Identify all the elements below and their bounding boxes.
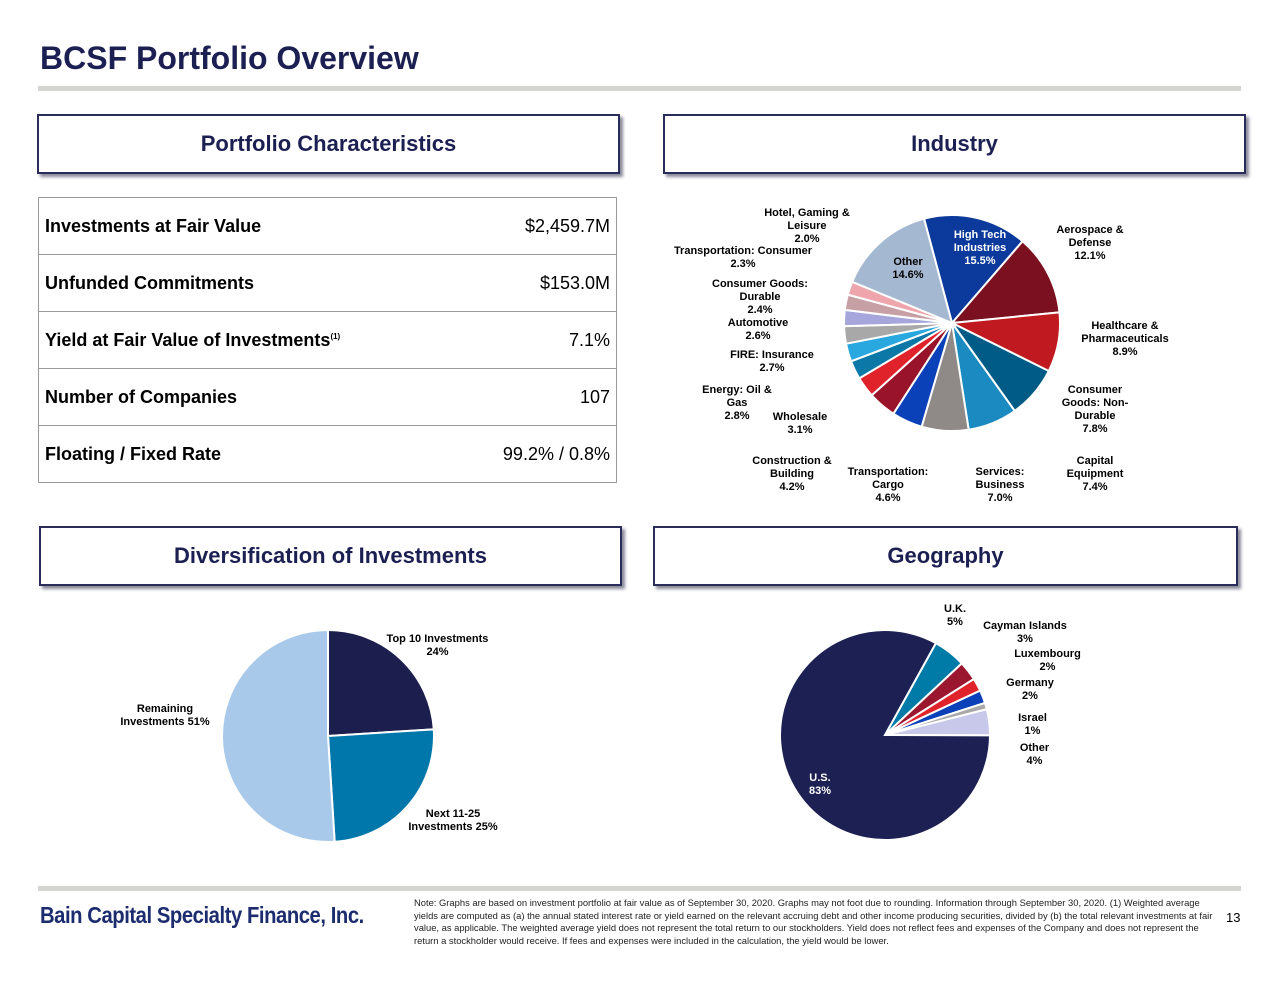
row-value: $153.0M bbox=[454, 254, 617, 312]
row-label: Investments at Fair Value bbox=[38, 197, 455, 255]
geography-label: Other 4% bbox=[1019, 742, 1050, 767]
table-row: Unfunded Commitments $153.0M bbox=[38, 254, 617, 312]
industry-label: Other 14.6% bbox=[892, 256, 924, 281]
industry-label: Healthcare & Pharmaceuticals 8.9% bbox=[1081, 320, 1169, 358]
industry-label: Energy: Oil & Gas 2.8% bbox=[702, 384, 772, 422]
geography-label: U.S. 83% bbox=[808, 772, 832, 797]
table-row: Floating / Fixed Rate 99.2% / 0.8% bbox=[38, 425, 617, 483]
geography-label: Cayman Islands 3% bbox=[983, 620, 1067, 645]
table-row: Investments at Fair Value $2,459.7M bbox=[38, 197, 617, 255]
diversification-label: Remaining Investments 51% bbox=[120, 703, 210, 728]
title-rule bbox=[38, 86, 1241, 91]
company-logo: Bain Capital Specialty Finance, Inc. bbox=[40, 902, 364, 928]
geography-label: Israel 1% bbox=[1018, 712, 1047, 737]
row-value: 7.1% bbox=[454, 311, 617, 369]
pie-slice-aerospace-defense bbox=[949, 239, 1061, 325]
page-title: BCSF Portfolio Overview bbox=[40, 40, 419, 76]
industry-label: Construction & Building 4.2% bbox=[752, 455, 832, 493]
row-label: Unfunded Commitments bbox=[38, 254, 455, 312]
diversification-label: Top 10 Investments 24% bbox=[386, 633, 489, 658]
section-header-diversification: Diversification of Investments bbox=[39, 526, 622, 586]
footnote-marker: (1) bbox=[330, 331, 341, 341]
pie-slice-other bbox=[850, 217, 954, 325]
geography-label: Germany 2% bbox=[1006, 677, 1054, 702]
row-label: Number of Companies bbox=[38, 368, 455, 426]
row-value: 107 bbox=[454, 368, 617, 426]
page-number: 13 bbox=[1226, 910, 1241, 925]
industry-label: Capital Equipment 7.4% bbox=[1066, 455, 1124, 493]
footer-rule bbox=[38, 886, 1241, 891]
row-value: $2,459.7M bbox=[454, 197, 617, 255]
characteristics-table: Investments at Fair Value $2,459.7M Unfun… bbox=[38, 197, 617, 483]
row-label: Floating / Fixed Rate bbox=[38, 425, 455, 483]
row-value: 99.2% / 0.8% bbox=[454, 425, 617, 483]
pie-slice-next-11-25-investments bbox=[326, 728, 435, 843]
pie-slice-u-s- bbox=[779, 629, 992, 841]
industry-label: Consumer Goods: Durable 2.4% bbox=[712, 278, 808, 316]
table-row: Number of Companies 107 bbox=[38, 368, 617, 426]
pie-slice-remaining-investments bbox=[221, 628, 336, 843]
section-header-industry: Industry bbox=[663, 114, 1246, 174]
industry-label: High Tech Industries 15.5% bbox=[953, 229, 1007, 267]
geography-label: U.K. 5% bbox=[944, 603, 966, 628]
industry-label: Aerospace & Defense 12.1% bbox=[1056, 224, 1124, 262]
diversification-pie bbox=[221, 628, 435, 843]
row-label-text: Yield at Fair Value of Investments bbox=[45, 329, 331, 350]
pie-slice-top-10-investments bbox=[327, 628, 435, 738]
industry-label: FIRE: Insurance 2.7% bbox=[730, 349, 814, 374]
industry-pie bbox=[843, 214, 1061, 432]
industry-label: Transportation: Consumer 2.3% bbox=[673, 245, 813, 270]
industry-label: Wholesale 3.1% bbox=[772, 411, 828, 436]
section-header-geography: Geography bbox=[653, 526, 1238, 586]
industry-label: Hotel, Gaming & Leisure 2.0% bbox=[764, 207, 850, 245]
table-row: Yield at Fair Value of Investments(1) 7.1… bbox=[38, 311, 617, 369]
geography-pie bbox=[779, 629, 992, 841]
industry-label: Consumer Goods: Non- Durable 7.8% bbox=[1061, 384, 1129, 435]
footnote: Note: Graphs are based on investment por… bbox=[414, 897, 1213, 946]
industry-label: Services: Business 7.0% bbox=[975, 466, 1025, 504]
section-header-characteristics: Portfolio Characteristics bbox=[37, 114, 620, 174]
industry-label: Automotive 2.6% bbox=[727, 317, 789, 342]
geography-label: Luxembourg 2% bbox=[1014, 648, 1081, 673]
diversification-label: Next 11-25 Investments 25% bbox=[408, 808, 498, 833]
row-label: Yield at Fair Value of Investments(1) bbox=[38, 311, 455, 369]
pie-slice-high-tech-industries bbox=[922, 214, 1024, 326]
industry-label: Transportation: Cargo 4.6% bbox=[847, 466, 929, 504]
